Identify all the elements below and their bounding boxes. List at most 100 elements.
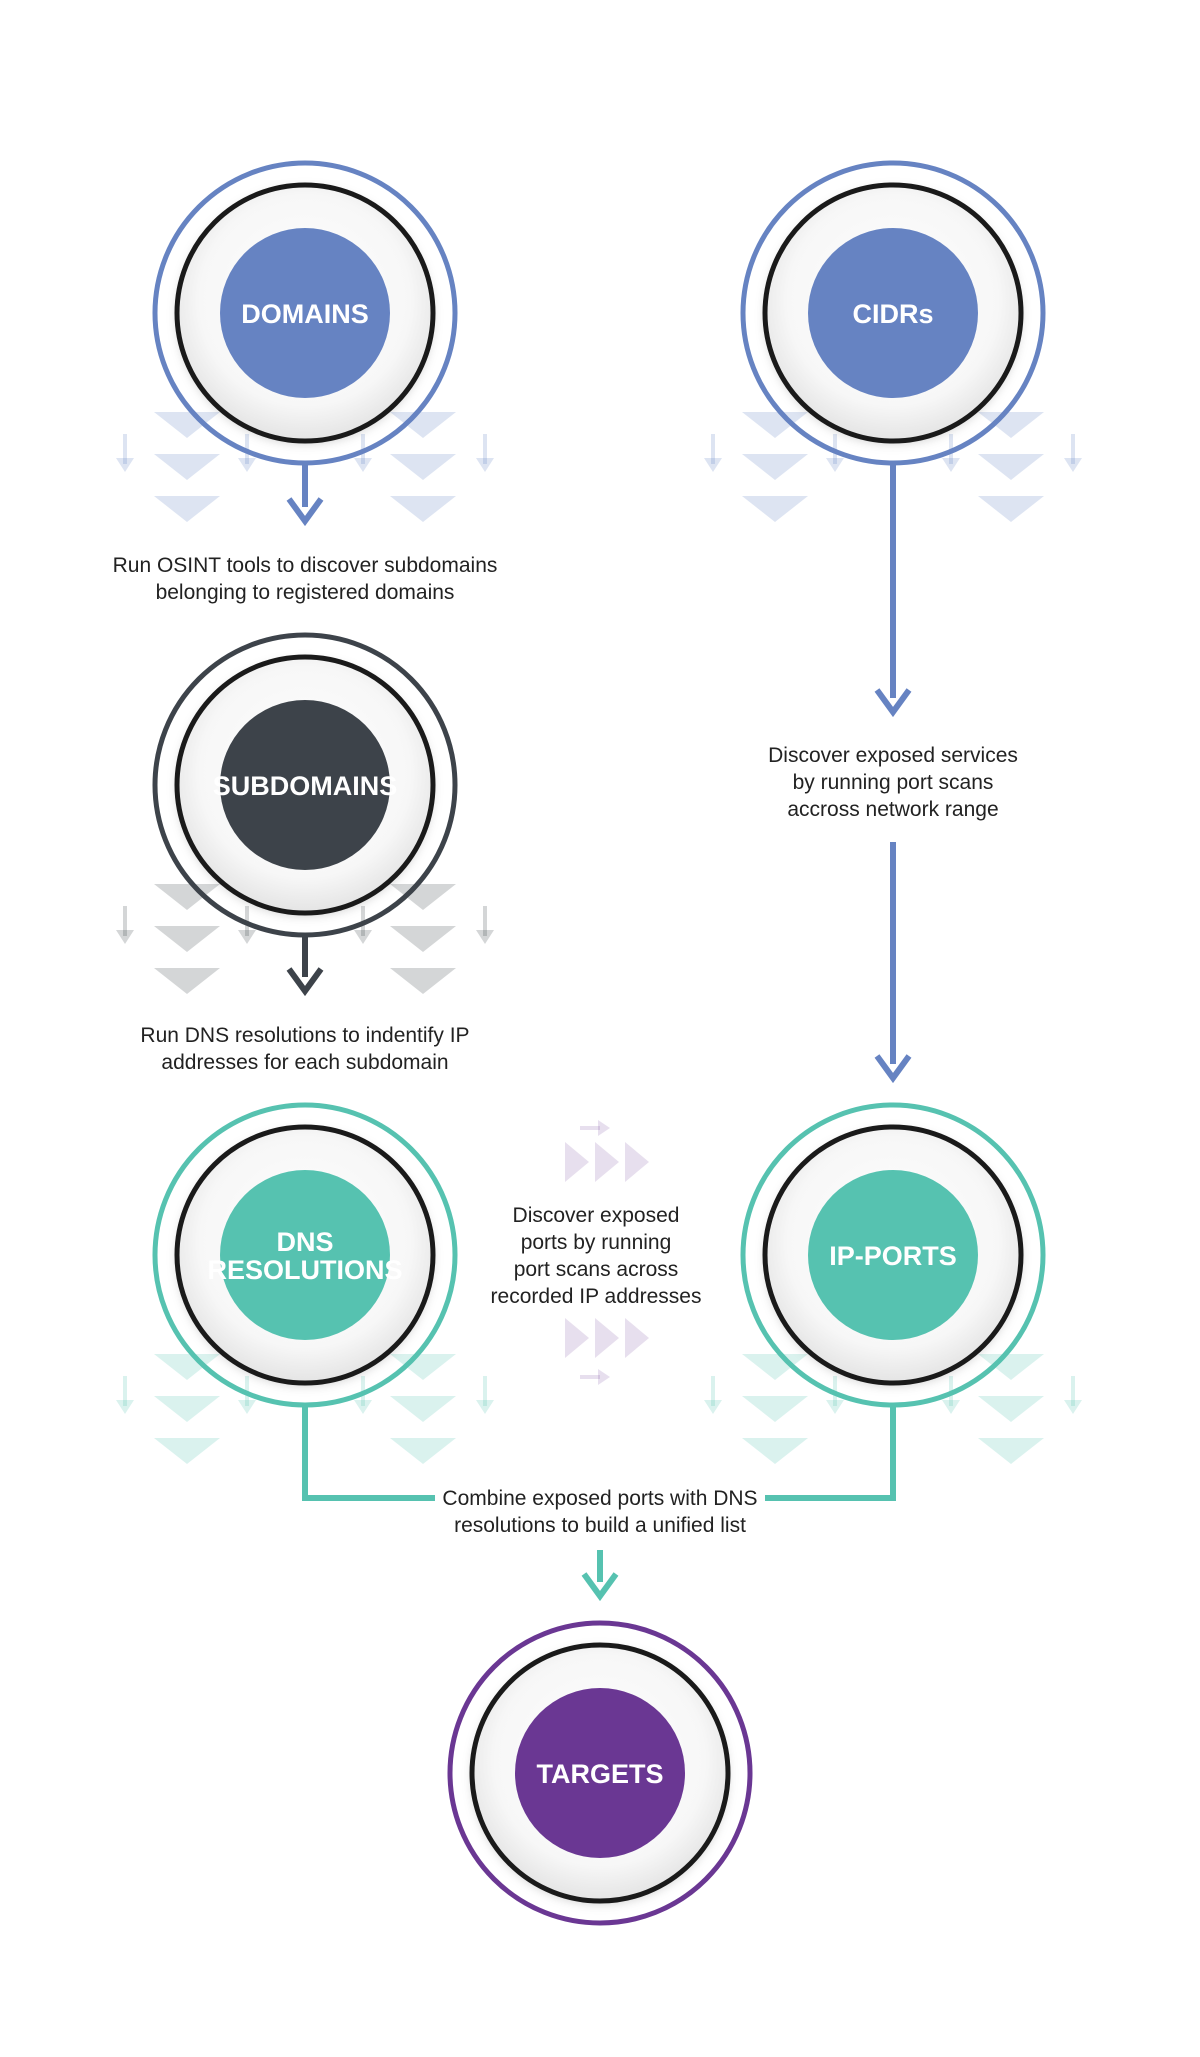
fan-chevron <box>154 926 220 952</box>
fan-arrow-head <box>942 458 960 472</box>
step-port-scan-ips-line2: ports by running <box>521 1231 672 1254</box>
side-chevron <box>625 1318 649 1358</box>
node-domains: DOMAINS <box>152 160 458 466</box>
fan-chevron <box>154 1438 220 1464</box>
fan-sideways <box>565 1120 649 1385</box>
fan-chevron <box>390 412 456 438</box>
step-dns-resolution: Run DNS resolutions to indentify IP addr… <box>140 1024 469 1074</box>
node-subdomains: SUBDOMAINS <box>152 632 458 938</box>
fan-chevron <box>390 926 456 952</box>
fan-arrow-head <box>354 1400 372 1414</box>
fan-chevron <box>154 968 220 994</box>
arrow-portscan-to-ipports-head <box>874 1054 912 1084</box>
fan-arrow-head <box>116 930 134 944</box>
step-port-scan-ips: Discover exposed ports by running port s… <box>491 1204 702 1308</box>
arrow-cidrs-to-portscan <box>874 464 912 718</box>
fan-chevron <box>978 454 1044 480</box>
fan-chevron <box>154 1396 220 1422</box>
step-osint-line2: belonging to registered domains <box>156 581 455 604</box>
fan-chevron <box>742 1396 808 1422</box>
fan-chevron <box>390 454 456 480</box>
side-arrow-head <box>598 1369 610 1385</box>
fan-subdomains <box>116 884 494 994</box>
step-port-scan-range-line3: accross network range <box>787 798 998 821</box>
fan-chevron <box>978 1438 1044 1464</box>
fan-chevron <box>742 496 808 522</box>
fan-chevron <box>742 1354 808 1380</box>
fan-arrow-head <box>238 930 256 944</box>
fan-chevron <box>390 884 456 910</box>
step-port-scan-range-line2: by running port scans <box>793 771 994 794</box>
node-targets: TARGETS <box>447 1620 753 1926</box>
node-targets-label: TARGETS <box>537 1759 664 1789</box>
combine-line-left <box>302 1406 435 1501</box>
fan-domains <box>116 412 494 522</box>
fan-arrow-head <box>238 458 256 472</box>
fan-chevron <box>154 454 220 480</box>
side-chevron <box>595 1318 619 1358</box>
fan-arrow-head <box>238 1400 256 1414</box>
fan-arrow-head <box>704 1400 722 1414</box>
side-chevron <box>625 1142 649 1182</box>
side-chevron <box>565 1142 589 1182</box>
arrow-domains-to-osint-head <box>286 497 324 527</box>
fan-arrow-head <box>1064 458 1082 472</box>
side-chevron <box>565 1318 589 1358</box>
fan-arrow-head <box>1064 1400 1082 1414</box>
arrow-subdomains-to-dns-head <box>286 967 324 997</box>
node-dns-label-line2: RESOLUTIONS <box>207 1255 402 1285</box>
step-combine-line2: resolutions to build a unified list <box>454 1514 746 1537</box>
node-dns-label-line1: DNS <box>276 1227 333 1257</box>
arrow-domains-to-osint <box>286 464 324 527</box>
node-cidrs: CIDRs <box>740 160 1046 466</box>
node-dns-resolutions: DNS RESOLUTIONS <box>152 1102 458 1408</box>
combine-connector <box>302 1406 896 1501</box>
fan-arrow-head <box>704 458 722 472</box>
fan-chevron <box>390 1396 456 1422</box>
fan-chevron <box>154 1354 220 1380</box>
step-port-scan-ips-line1: Discover exposed <box>513 1204 680 1227</box>
step-port-scan-ips-line4: recorded IP addresses <box>491 1285 702 1308</box>
combine-line-right <box>765 1406 896 1501</box>
side-chevron <box>595 1142 619 1182</box>
fan-chevron <box>978 1354 1044 1380</box>
fan-arrow-head <box>826 458 844 472</box>
fan-chevron <box>390 968 456 994</box>
node-subdomains-label: SUBDOMAINS <box>213 771 398 801</box>
step-osint: Run OSINT tools to discover subdomains b… <box>113 554 498 604</box>
fan-chevron <box>390 1354 456 1380</box>
fan-chevron <box>742 454 808 480</box>
fan-arrow-head <box>116 458 134 472</box>
fan-arrow-head <box>354 930 372 944</box>
arrow-combine-to-targets <box>581 1550 619 1602</box>
arrow-cidrs-to-portscan-head <box>874 688 912 718</box>
fan-chevron <box>154 884 220 910</box>
decorative-arrow-fans <box>116 412 1082 1464</box>
arrow-subdomains-to-dns <box>286 936 324 997</box>
step-port-scan-range: Discover exposed services by running por… <box>768 744 1018 821</box>
fan-arrow-head <box>476 1400 494 1414</box>
arrow-combine-to-targets-head <box>581 1572 619 1602</box>
step-combine: Combine exposed ports with DNS resolutio… <box>442 1487 757 1537</box>
node-ip-ports-label: IP-PORTS <box>829 1241 957 1271</box>
fan-chevron <box>978 496 1044 522</box>
node-domains-label: DOMAINS <box>241 299 369 329</box>
fan-chevron <box>154 496 220 522</box>
step-dns-resolution-line2: addresses for each subdomain <box>161 1051 448 1074</box>
step-port-scan-range-line1: Discover exposed services <box>768 744 1018 767</box>
connectors <box>286 464 912 1602</box>
fan-arrow-head <box>942 1400 960 1414</box>
fan-arrow-head <box>476 458 494 472</box>
step-osint-line1: Run OSINT tools to discover subdomains <box>113 554 498 577</box>
fan-chevron <box>742 1438 808 1464</box>
fan-chevron <box>978 412 1044 438</box>
step-port-scan-ips-line3: port scans across <box>514 1258 679 1281</box>
fan-arrow-head <box>354 458 372 472</box>
step-dns-resolution-line1: Run DNS resolutions to indentify IP <box>140 1024 469 1047</box>
fan-chevron <box>154 412 220 438</box>
fan-chevron <box>978 1396 1044 1422</box>
arrow-portscan-to-ipports <box>874 842 912 1084</box>
node-ip-ports: IP-PORTS <box>740 1102 1046 1408</box>
